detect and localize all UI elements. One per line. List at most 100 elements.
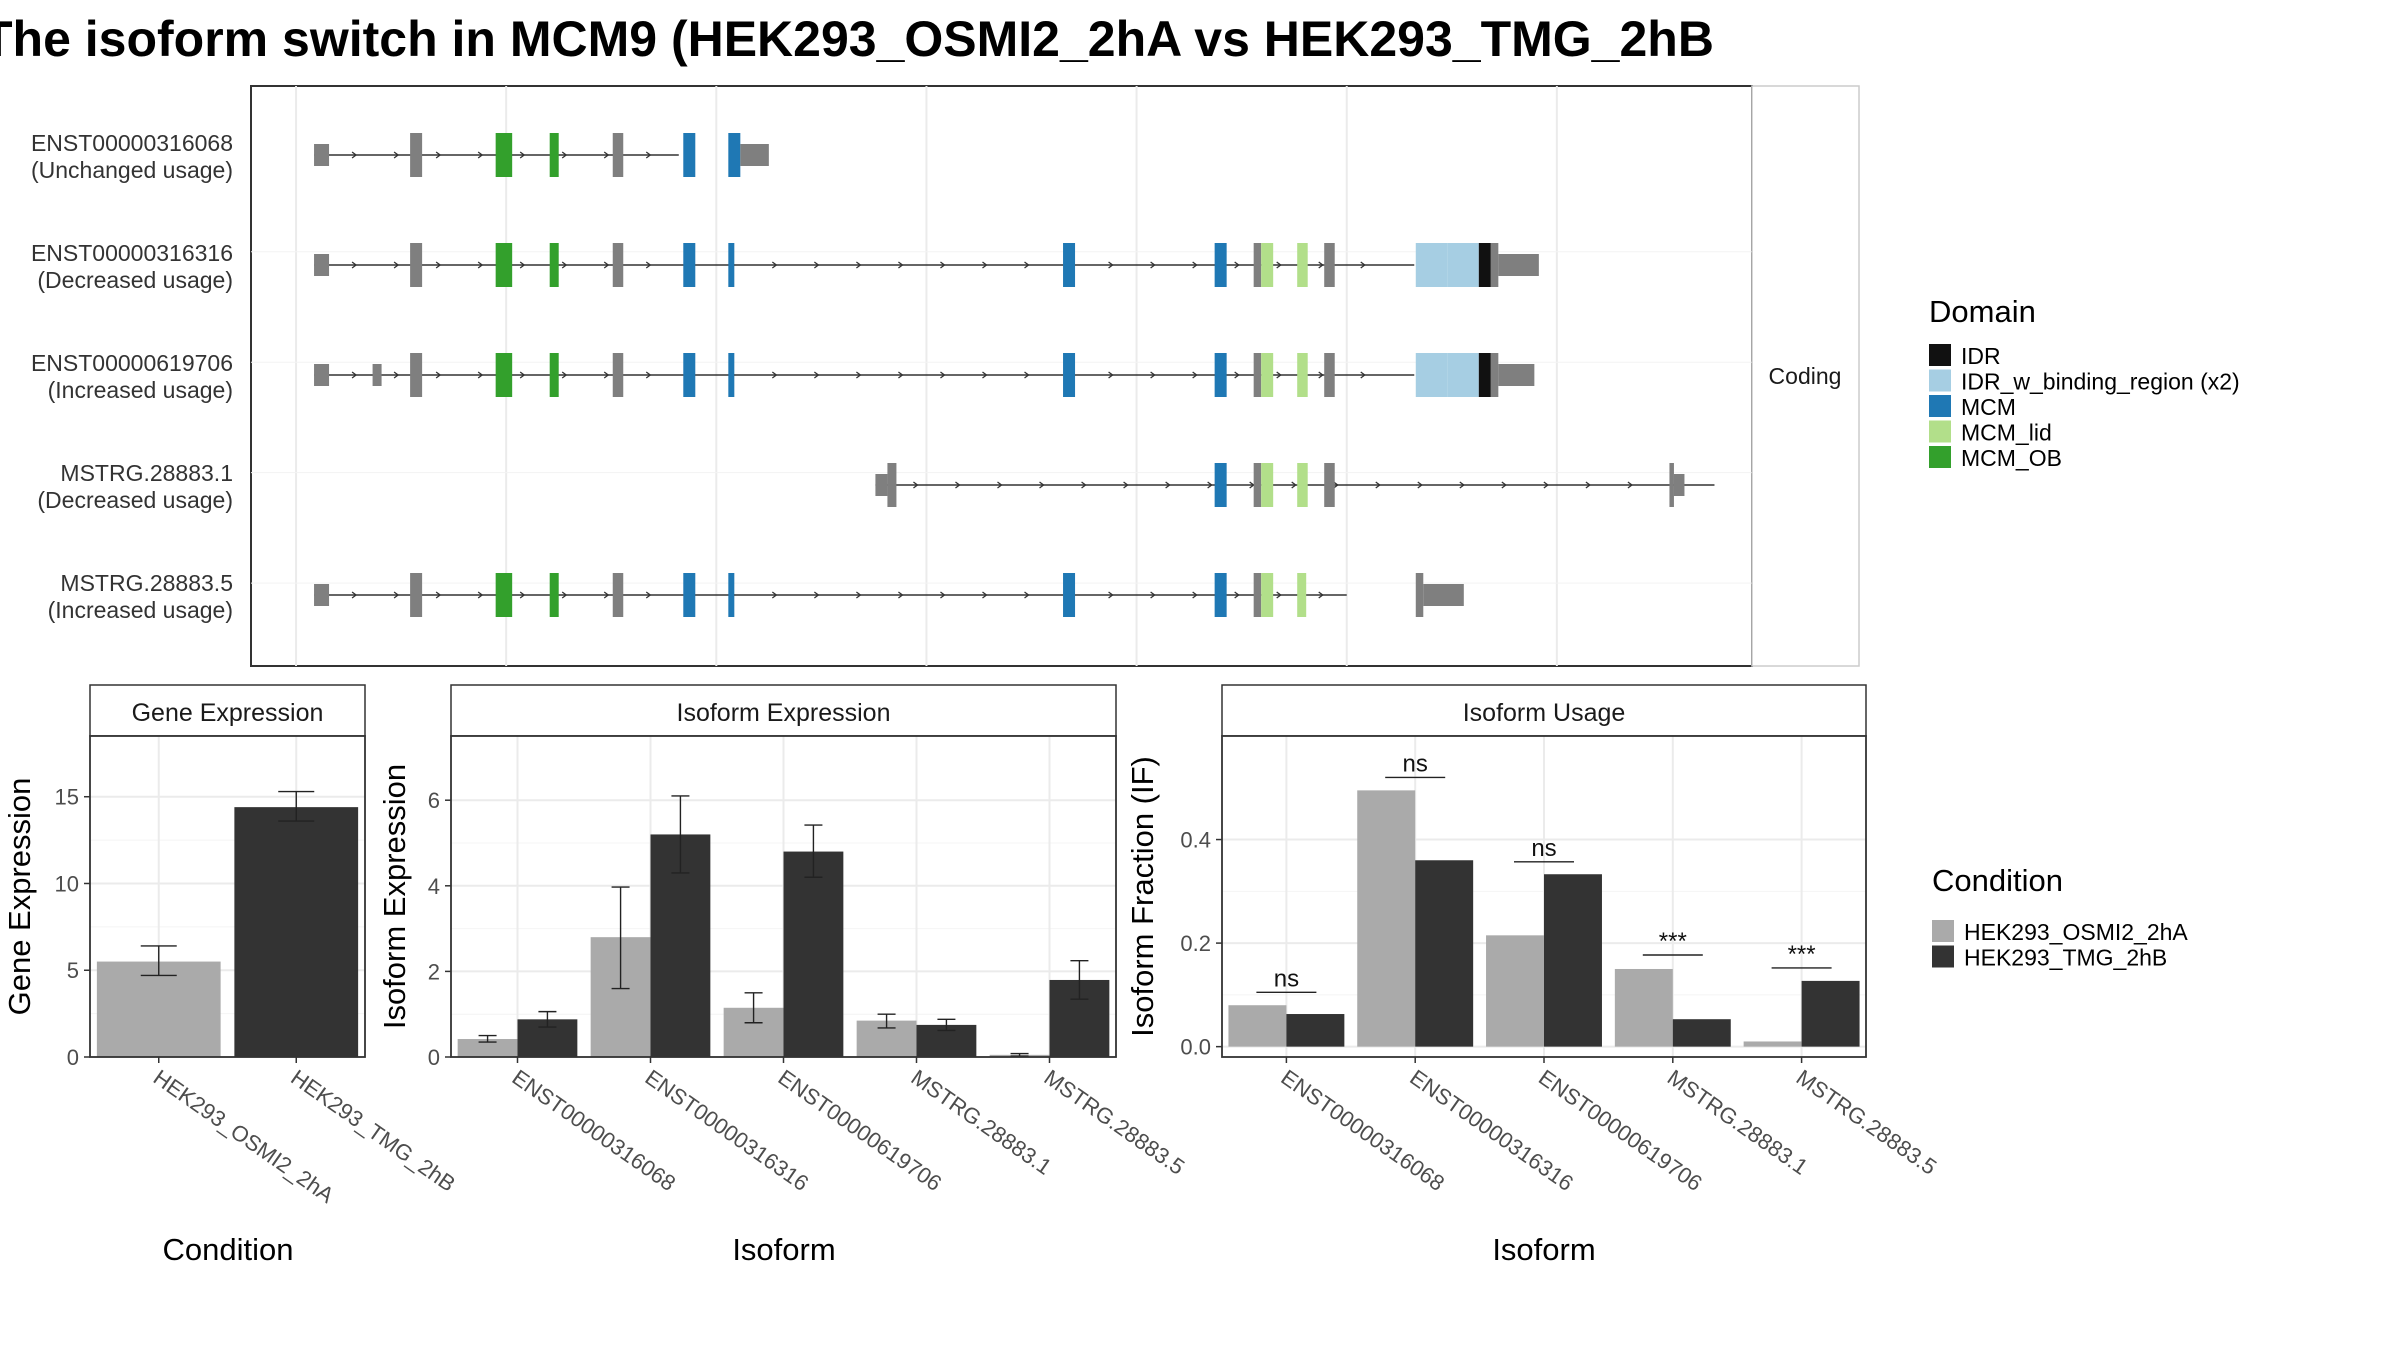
intron-arrow [1234,371,1240,379]
intron-arrow [645,591,652,599]
exon-block [728,243,735,287]
intron-arrow [1108,261,1114,269]
exon-block [314,364,330,386]
exon-block [740,144,769,166]
structure-strip [1751,85,1860,667]
intron-arrow [1108,371,1114,379]
domain-legend-swatch [1929,420,1951,443]
intron-arrow [771,261,778,269]
intron-arrow [645,371,652,379]
exon-block [1415,573,1424,617]
exon-block [1498,364,1535,386]
y-tick-label: 0 [428,1045,440,1070]
domain-legend-label: IDR_w_binding_region (x2) [1961,369,2240,395]
transcript-usage-label: (Decreased usage) [37,267,233,293]
intron-arrow [603,151,610,159]
x-tick-label: MSTRG.28883.5 [1792,1065,1942,1180]
exon-block [1253,573,1262,617]
significance-label: ns [1403,750,1428,777]
condition-legend-swatch [1932,920,1954,942]
intron-arrow [1024,591,1030,599]
significance-label: ns [1274,965,1299,992]
y-tick-label: 0.4 [1180,828,1211,853]
exon-block [1261,573,1274,617]
intron-arrow [435,261,442,269]
exon-block [1214,573,1227,617]
exon-block [1253,243,1262,287]
domain-legend-label: MCM [1961,394,2016,420]
intron-arrow [1459,481,1465,489]
domain-legend-label: MCM_OB [1961,445,2062,471]
exon-block [1063,243,1076,287]
transcript-id-label: ENST00000619706 [31,350,233,376]
intron-arrow [982,371,988,379]
intron-arrow [1192,591,1198,599]
condition-legend-label: HEK293_TMG_2hB [1964,945,2167,971]
exon-block [683,573,696,617]
intron-arrow [603,591,610,599]
intron-arrow [1081,481,1087,489]
x-axis-title: Isoform [1492,1232,1595,1267]
intron-arrow [1318,371,1324,379]
bar [234,807,359,1057]
intron-arrow [955,481,961,489]
transcript-id-label: ENST00000316068 [31,130,233,156]
intron-arrow [1318,591,1324,599]
y-tick-label: 6 [428,788,440,813]
exon-block [1297,243,1308,287]
exon-block [549,133,559,177]
y-tick-label: 15 [55,785,79,810]
isoform-expression-chart: Isoform Expression0246ENST00000316068ENS… [377,684,1190,1267]
intron-arrow [435,371,442,379]
exon-block [410,573,423,617]
bar [1614,968,1673,1047]
intron-arrow [645,261,652,269]
transcript-structure-panel: Coding ENST00000316068(Unchanged usage) EN… [31,85,1860,667]
y-tick-label: 5 [67,958,79,983]
bar [1228,1005,1287,1047]
intron-arrow [997,481,1003,489]
exon-block [1253,353,1262,397]
exon-block [1261,243,1274,287]
bar [1544,874,1602,1047]
intron-arrow [982,261,988,269]
domain-legend-swatch [1929,369,1951,392]
exon-block [410,243,423,287]
exon-block [612,573,624,617]
exon-block [1297,463,1308,507]
intron-arrow [561,261,568,269]
intron-arrow [813,261,820,269]
intron-arrow [1150,371,1156,379]
chart-strip [89,684,366,737]
intron-arrow [898,591,904,599]
intron-arrow [1234,261,1240,269]
domain-legend-swatch [1929,344,1951,366]
intron-arrow [1108,591,1114,599]
intron-arrow [856,261,862,269]
chart-strip-title: Isoform Expression [677,699,891,727]
exon-block [1423,584,1464,606]
x-tick-label: MSTRG.28883.5 [1040,1065,1190,1180]
y-axis-title: Isoform Fraction (IF) [1125,756,1160,1037]
condition-legend-label: HEK293_OSMI2_2hA [1964,919,2188,945]
exon-block [1490,353,1499,397]
bar [1486,935,1544,1047]
exon-block [612,243,624,287]
exon-block [495,243,513,287]
exon-block [1253,463,1262,507]
y-tick-label: 10 [55,871,79,896]
intron-arrow [1276,371,1282,379]
exon-block [495,133,513,177]
transcript-usage-label: (Increased usage) [48,377,233,403]
bar [96,961,221,1057]
intron-arrow [603,371,610,379]
intron-arrow [940,261,946,269]
transcript-id-label: ENST00000316316 [31,240,233,266]
exon-block [372,364,382,386]
intron-arrow [477,151,484,159]
bar [1743,1041,1802,1047]
exon-block [1063,353,1076,397]
intron-arrow [898,261,904,269]
